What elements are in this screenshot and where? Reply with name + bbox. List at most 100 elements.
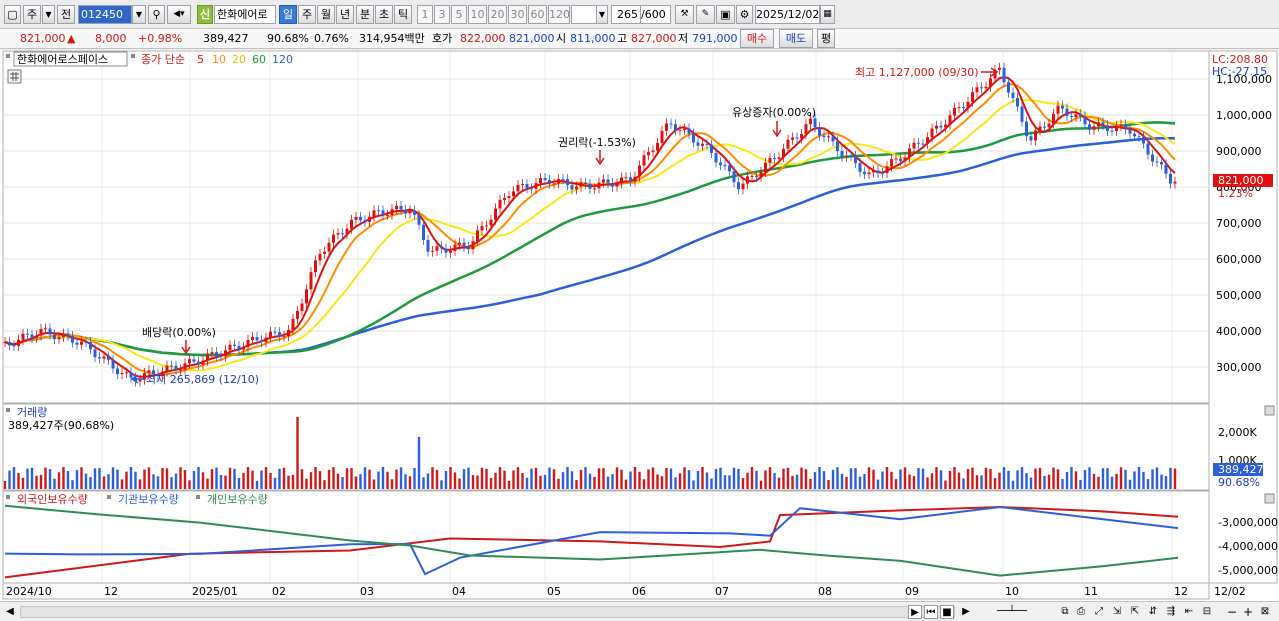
volume-panel-close-icon[interactable] [1264, 405, 1275, 416]
volume-bar [512, 470, 515, 489]
candle-body [1142, 136, 1145, 144]
tab-second[interactable]: 초 [375, 5, 393, 24]
volume-bar [143, 469, 146, 489]
tool-icon-2[interactable]: ⇲ [1112, 606, 1122, 617]
interval-3[interactable]: 3 [434, 5, 450, 24]
tab-week[interactable]: 주 [298, 5, 316, 24]
candle-body [318, 253, 322, 261]
price-tick-label: 900,000 [1216, 145, 1262, 158]
sell-button[interactable]: 매도 [779, 29, 813, 48]
candle-body [1047, 123, 1051, 128]
candle-body [1115, 126, 1118, 131]
tab-year[interactable]: 년 [336, 5, 354, 24]
volume-bar [1034, 468, 1037, 489]
interval-dropdown-icon[interactable]: ▼ [596, 5, 608, 24]
candle-body [908, 148, 911, 158]
volume-bar [1079, 479, 1082, 489]
reset-icon[interactable]: ⊠ [1260, 606, 1270, 617]
scroll-left-icon[interactable]: ◀ [6, 606, 14, 617]
stock-code-input[interactable]: 012450 [78, 5, 132, 24]
candle-body [629, 177, 632, 182]
candle-body [813, 118, 817, 128]
candle-body [444, 248, 448, 253]
stop-icon[interactable]: ■ [940, 605, 954, 619]
candle-settings-icon[interactable]: ⚒ [675, 5, 694, 24]
table-view-icon[interactable] [7, 69, 22, 84]
layout-icon[interactable]: ▢ [4, 5, 21, 24]
chevron-down-icon[interactable]: ▼ [42, 5, 55, 24]
zoom-out-icon[interactable]: ⊟ [1202, 606, 1212, 617]
candle-body [705, 143, 709, 145]
high-arrow-icon [981, 67, 999, 77]
zoom-slider[interactable]: ──┴── [996, 606, 1028, 617]
volume-bar [449, 467, 452, 489]
interval-10[interactable]: 10 [468, 5, 487, 24]
candle-body [1043, 126, 1046, 128]
stock-label-box[interactable] [13, 51, 128, 67]
holdings-panel-close-icon[interactable] [1264, 493, 1275, 504]
tool-icon-3[interactable]: ⇱ [1130, 606, 1140, 617]
candle-body [723, 165, 727, 167]
interval-1[interactable]: 1 [417, 5, 433, 24]
candle-body [476, 230, 479, 242]
price-tick-label: 600,000 [1216, 253, 1262, 266]
gear-icon[interactable]: ⚙ [736, 5, 753, 24]
volume-bar [1101, 468, 1105, 489]
tool-icon-5[interactable]: ⇶ [1166, 606, 1176, 617]
interval-5[interactable]: 5 [451, 5, 467, 24]
scrollbar-track[interactable] [20, 606, 955, 618]
tool-icon-6[interactable]: ⇤ [1184, 606, 1194, 617]
prev-button[interactable]: 전 [57, 5, 75, 24]
tool-icon-1[interactable]: ⤢ [1095, 606, 1103, 617]
search-icon[interactable]: ⚲ [148, 5, 165, 24]
tool-icon-4[interactable]: ⇵ [1148, 606, 1158, 617]
volume-bar [701, 467, 704, 489]
draw-tool-icon[interactable]: ✎ [696, 5, 715, 24]
tab-month[interactable]: 월 [317, 5, 335, 24]
candle-body [84, 341, 88, 343]
plus-icon[interactable]: + [1242, 605, 1254, 619]
calendar-icon[interactable]: ▦ [820, 5, 835, 24]
volume-bar [611, 474, 614, 489]
interval-60[interactable]: 60 [528, 5, 547, 24]
volume-bar [1043, 475, 1046, 489]
candle-body [566, 179, 569, 186]
tab-tick[interactable]: 틱 [394, 5, 412, 24]
first-icon[interactable]: ⏮ [924, 605, 938, 619]
chart-area[interactable]: 한화에어로스페이스 종가 단순 5 10 20 60 120 배당락(0.00%… [0, 50, 1279, 601]
candle-body [584, 182, 587, 185]
candle-body [431, 250, 434, 252]
volume-bar [728, 475, 731, 489]
volume-bar [62, 467, 65, 489]
scroll-right-icon[interactable]: ▶ [962, 606, 970, 617]
candle-body [876, 170, 880, 173]
volume-bar [336, 473, 340, 489]
candle-body [89, 342, 92, 350]
candle-body [854, 155, 857, 164]
play-icon[interactable]: ▶ [908, 605, 922, 619]
speaker-icon[interactable]: ◀▾ [167, 5, 191, 24]
market-select[interactable]: 주 [23, 5, 41, 24]
chart-svg[interactable]: 한화에어로스페이스 종가 단순 5 10 20 60 120 배당락(0.00%… [0, 50, 1279, 601]
interval-20[interactable]: 20 [488, 5, 507, 24]
interval-120[interactable]: 120 [548, 5, 570, 24]
copy-icon[interactable]: ⧉ [1061, 606, 1069, 617]
count-input[interactable]: 265 [611, 5, 641, 24]
x-axis-bar [2, 582, 1210, 600]
volume-bar [656, 474, 659, 489]
save-icon[interactable]: ▣ [716, 5, 735, 24]
print-icon[interactable]: ⎙ [1077, 606, 1085, 617]
volume-bar [93, 468, 97, 489]
eval-button[interactable]: 평 [817, 29, 835, 48]
volume-bar [615, 467, 619, 489]
tab-minute[interactable]: 분 [356, 5, 374, 24]
holdings-panel[interactable] [2, 490, 1210, 584]
code-dropdown-icon[interactable]: ▼ [132, 5, 146, 24]
buy-button[interactable]: 매수 [740, 29, 774, 48]
price-panel[interactable] [2, 50, 1210, 404]
interval-30[interactable]: 30 [508, 5, 527, 24]
minus-icon[interactable]: − [1226, 605, 1238, 619]
date-input[interactable]: 2025/12/02 [755, 5, 820, 24]
tab-day[interactable]: 일 [279, 5, 297, 24]
candle-body [1011, 92, 1015, 98]
